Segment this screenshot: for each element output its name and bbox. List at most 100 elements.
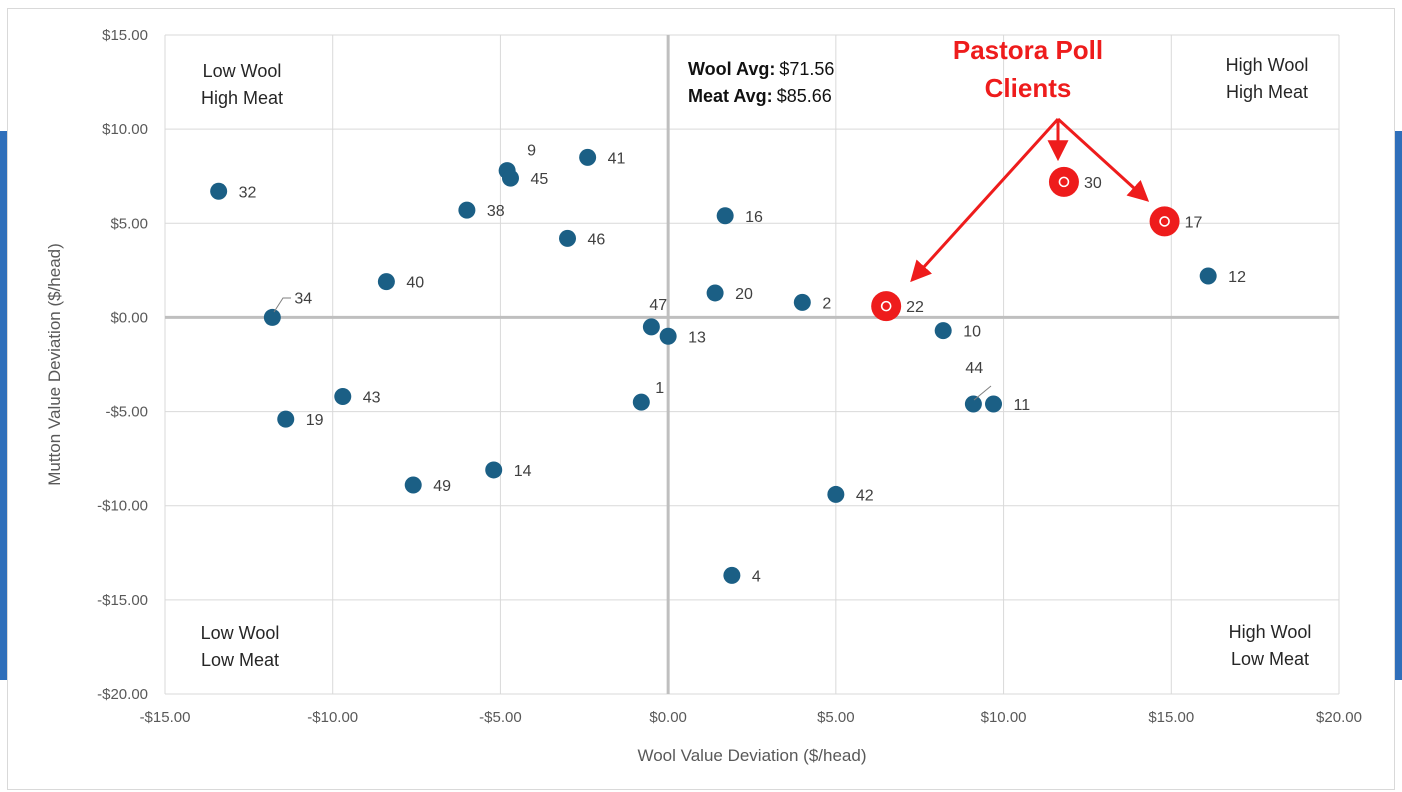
- highlight-point-22: [871, 291, 902, 322]
- data-point-38: [458, 201, 476, 219]
- wool-average-value: $71.56: [779, 59, 834, 79]
- quadrant-bottom-left-line2: Low Meat: [201, 650, 279, 670]
- point-label-49: 49: [433, 478, 451, 495]
- highlight-point-center-22: [880, 300, 892, 312]
- point-label-19: 19: [306, 412, 324, 429]
- data-point-34: [263, 308, 281, 326]
- pastora-callout: Pastora Poll Clients: [910, 35, 1150, 283]
- data-point-19: [277, 410, 295, 428]
- point-label-14: 14: [514, 463, 532, 480]
- x-tick-label: $5.00: [817, 709, 855, 726]
- leader-line-44: [973, 385, 992, 401]
- point-label-34: 34: [294, 290, 312, 307]
- data-point-42: [827, 485, 845, 503]
- quadrant-top-left-line1: Low Wool: [203, 61, 282, 81]
- point-label-42: 42: [856, 487, 874, 504]
- quadrant-bottom-right-line2: Low Meat: [1231, 649, 1309, 669]
- point-label-16: 16: [745, 209, 763, 226]
- highlight-point-30: [1048, 166, 1079, 197]
- quadrant-bottom-left-line1: Low Wool: [201, 623, 280, 643]
- y-tick-label: $15.00: [102, 27, 148, 44]
- y-tick-label: -$15.00: [97, 592, 148, 609]
- point-label-17: 17: [1185, 214, 1203, 231]
- x-tick-label: $0.00: [649, 709, 687, 726]
- callout-title-line1: Pastora Poll: [953, 35, 1103, 65]
- data-point-16: [716, 207, 734, 225]
- left-accent-bar: [0, 131, 7, 680]
- point-label-9: 9: [527, 143, 536, 160]
- point-label-20: 20: [735, 286, 753, 303]
- data-point-32: [210, 182, 228, 200]
- y-tick-labels: -$20.00 -$15.00 -$10.00 -$5.00 $0.00 $5.00 $10…: [97, 27, 148, 703]
- point-label-46: 46: [588, 231, 606, 248]
- y-tick-label: -$5.00: [105, 404, 148, 421]
- data-point-41: [579, 148, 597, 166]
- y-tick-label: $10.00: [102, 121, 148, 138]
- data-point-45: [501, 169, 519, 187]
- meat-average-value: $85.66: [777, 86, 832, 106]
- point-label-22: 22: [906, 299, 924, 316]
- data-point-4: [723, 566, 741, 584]
- scatter-chart: -$15.00 -$10.00 -$5.00 $0.00 $5.00 $10.00 $15.…: [45, 27, 1362, 765]
- right-accent-bar: [1395, 131, 1402, 680]
- wool-average: Wool Avg: $71.56: [688, 59, 834, 79]
- callout-arrow-22: [910, 117, 1060, 283]
- x-tick-label: $15.00: [1148, 709, 1194, 726]
- callout-title-line2: Clients: [985, 73, 1072, 103]
- highlight-point-center-17: [1159, 216, 1170, 227]
- data-point-2: [793, 293, 811, 311]
- wool-average-label: Wool Avg:: [688, 59, 775, 79]
- leader-line-34: [273, 297, 291, 313]
- data-point-1: [632, 393, 650, 411]
- data-point-10: [934, 322, 952, 340]
- data-points: [210, 148, 1217, 584]
- data-point-43: [334, 388, 352, 406]
- point-label-30: 30: [1084, 175, 1102, 192]
- label-leaders: [273, 297, 992, 401]
- x-tick-labels: -$15.00 -$10.00 -$5.00 $0.00 $5.00 $10.00 $15.…: [140, 709, 1362, 726]
- x-tick-label: $10.00: [981, 709, 1027, 726]
- x-tick-label: -$15.00: [140, 709, 191, 726]
- point-label-40: 40: [406, 275, 424, 292]
- point-label-47: 47: [649, 297, 667, 314]
- grid-lines: [164, 34, 1340, 695]
- data-point-12: [1199, 267, 1217, 285]
- data-point-47: [642, 318, 660, 336]
- x-tick-label: $20.00: [1316, 709, 1362, 726]
- y-tick-label: $5.00: [110, 215, 148, 232]
- data-point-44: [964, 395, 982, 413]
- point-label-38: 38: [487, 203, 505, 220]
- data-point-40: [377, 273, 395, 291]
- highlight-point-center-30: [1058, 176, 1070, 188]
- quadrant-bottom-right-line1: High Wool: [1229, 622, 1312, 642]
- callout-arrows: [910, 117, 1150, 283]
- point-label-1: 1: [655, 380, 664, 397]
- point-label-41: 41: [608, 150, 626, 167]
- highlight-point-17: [1149, 206, 1180, 237]
- y-axis-title: Mutton Value Deviation ($/head): [45, 243, 64, 486]
- point-label-2: 2: [822, 295, 831, 312]
- point-label-13: 13: [688, 329, 706, 346]
- quadrant-top-right-line1: High Wool: [1226, 55, 1309, 75]
- point-label-32: 32: [239, 184, 257, 201]
- x-tick-label: -$5.00: [479, 709, 522, 726]
- x-axis-title: Wool Value Deviation ($/head): [637, 746, 866, 765]
- data-point-11: [985, 395, 1003, 413]
- point-label-44: 44: [965, 360, 983, 377]
- meat-average: Meat Avg: $85.66: [688, 86, 832, 106]
- point-label-4: 4: [752, 568, 761, 585]
- meat-average-label: Meat Avg:: [688, 86, 773, 106]
- x-tick-label: -$10.00: [307, 709, 358, 726]
- y-tick-label: -$10.00: [97, 498, 148, 515]
- quadrant-labels: Low Wool High Meat High Wool High Meat L…: [201, 55, 1312, 670]
- data-point-20: [706, 284, 724, 302]
- y-tick-label: -$20.00: [97, 686, 148, 703]
- averages-annotation: Wool Avg: $71.56 Meat Avg: $85.66: [688, 59, 834, 106]
- point-label-45: 45: [530, 171, 548, 188]
- point-label-11: 11: [1014, 397, 1031, 414]
- point-label-12: 12: [1228, 269, 1246, 286]
- point-label-43: 43: [363, 390, 381, 407]
- data-point-49: [404, 476, 422, 494]
- data-point-13: [659, 327, 677, 345]
